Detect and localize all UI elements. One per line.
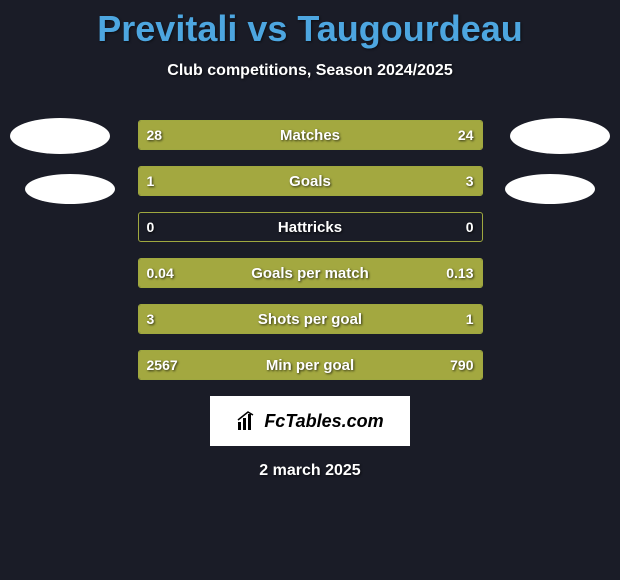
stat-label: Goals (139, 167, 482, 195)
chart-icon (236, 410, 258, 432)
logo-box: FcTables.com (210, 396, 410, 446)
stat-row-min-per-goal: 2567 Min per goal 790 (138, 350, 483, 380)
stat-right-value: 3 (466, 167, 474, 195)
stat-label: Goals per match (139, 259, 482, 287)
stat-row-goals-per-match: 0.04 Goals per match 0.13 (138, 258, 483, 288)
player-right-avatar (510, 118, 610, 154)
logo-text: FcTables.com (264, 411, 383, 432)
subtitle: Club competitions, Season 2024/2025 (0, 62, 620, 80)
stat-row-matches: 28 Matches 24 (138, 120, 483, 150)
stat-right-value: 24 (458, 121, 474, 149)
player-right-avatar-2 (505, 174, 595, 204)
stat-label: Matches (139, 121, 482, 149)
date-text: 2 march 2025 (0, 462, 620, 480)
stat-row-goals: 1 Goals 3 (138, 166, 483, 196)
stat-right-value: 790 (450, 351, 473, 379)
stat-right-value: 0 (466, 213, 474, 241)
stat-label: Shots per goal (139, 305, 482, 333)
page-title: Previtali vs Taugourdeau (0, 0, 620, 50)
player-left-avatar (10, 118, 110, 154)
stat-right-value: 0.13 (446, 259, 473, 287)
stat-label: Hattricks (139, 213, 482, 241)
stat-row-shots-per-goal: 3 Shots per goal 1 (138, 304, 483, 334)
stat-label: Min per goal (139, 351, 482, 379)
stat-row-hattricks: 0 Hattricks 0 (138, 212, 483, 242)
player-left-avatar-2 (25, 174, 115, 204)
stat-right-value: 1 (466, 305, 474, 333)
stats-container: 28 Matches 24 1 Goals 3 0 Hattricks 0 0.… (138, 120, 483, 380)
